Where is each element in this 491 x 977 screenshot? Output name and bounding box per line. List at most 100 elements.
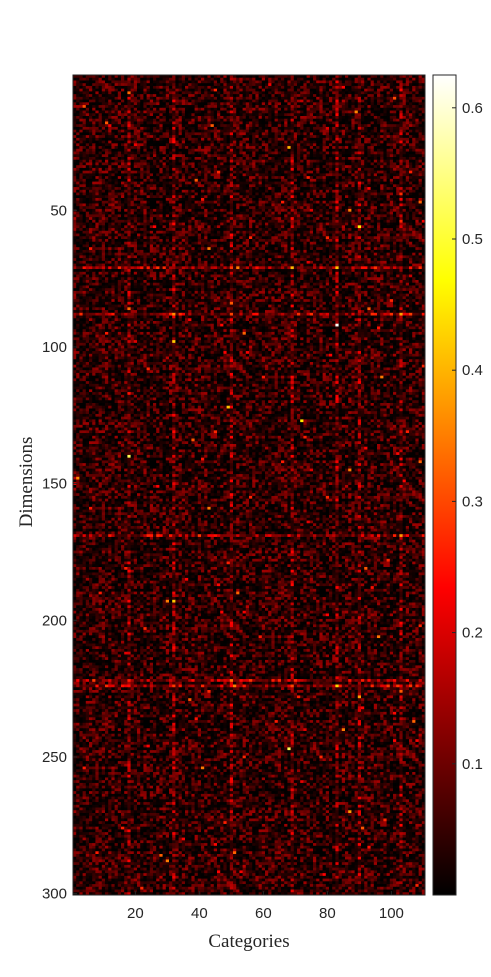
- heatmap-cell: [79, 108, 83, 111]
- heatmap-cell: [358, 121, 362, 124]
- heatmap-cell: [284, 146, 288, 149]
- heatmap-cell: [345, 78, 349, 81]
- heatmap-cell: [159, 105, 163, 108]
- heatmap-cell: [252, 97, 256, 100]
- heatmap-cell: [175, 86, 179, 89]
- heatmap-cell: [147, 135, 151, 138]
- heatmap-cell: [140, 102, 144, 105]
- heatmap-cell: [236, 130, 240, 133]
- heatmap-cell: [230, 105, 234, 108]
- heatmap-cell: [121, 132, 125, 135]
- heatmap-cell: [310, 124, 314, 127]
- heatmap-cell: [367, 108, 371, 111]
- heatmap-cell: [179, 143, 183, 146]
- heatmap-cell: [233, 143, 237, 146]
- heatmap-cell: [342, 132, 346, 135]
- heatmap-cell: [275, 111, 279, 114]
- heatmap-cell: [287, 127, 291, 130]
- heatmap-cell: [319, 91, 323, 94]
- heatmap-cell: [345, 157, 349, 160]
- heatmap-cell: [79, 143, 83, 146]
- heatmap-cell: [134, 113, 138, 116]
- heatmap-cell: [371, 135, 375, 138]
- heatmap-cell: [358, 116, 362, 119]
- heatmap-cell: [211, 83, 215, 86]
- heatmap-cell: [374, 100, 378, 103]
- heatmap-cell: [374, 157, 378, 160]
- heatmap-cell: [278, 143, 282, 146]
- heatmap-cell: [329, 116, 333, 119]
- heatmap-cell: [310, 157, 314, 160]
- heatmap-cell: [134, 149, 138, 152]
- heatmap-cell: [131, 91, 135, 94]
- heatmap-cell: [211, 105, 215, 108]
- heatmap-cell: [403, 80, 407, 83]
- heatmap-cell: [166, 83, 170, 86]
- heatmap-cell: [300, 149, 304, 152]
- heatmap-cell: [102, 78, 106, 81]
- heatmap-cell: [201, 143, 205, 146]
- heatmap-cell: [166, 157, 170, 160]
- heatmap-cell: [303, 83, 307, 86]
- heatmap-cell: [211, 127, 215, 130]
- heatmap-cell: [99, 80, 103, 83]
- heatmap-cell: [316, 157, 320, 160]
- heatmap-cell: [345, 86, 349, 89]
- heatmap-cell: [294, 154, 298, 157]
- heatmap-cell: [316, 143, 320, 146]
- heatmap-cell: [278, 160, 282, 163]
- heatmap-cell: [297, 80, 301, 83]
- heatmap-cell: [191, 80, 195, 83]
- heatmap-cell: [227, 138, 231, 141]
- heatmap-cell: [252, 160, 256, 163]
- heatmap-cell: [281, 157, 285, 160]
- heatmap-cell: [204, 149, 208, 152]
- heatmap-cell: [102, 132, 106, 135]
- heatmap-cell: [118, 138, 122, 141]
- heatmap-cell: [319, 143, 323, 146]
- heatmap-cell: [287, 132, 291, 135]
- heatmap-cell: [111, 80, 115, 83]
- heatmap-cell: [390, 157, 394, 160]
- heatmap-cell: [387, 89, 391, 92]
- heatmap-cell: [271, 152, 275, 155]
- heatmap-cell: [131, 94, 135, 97]
- heatmap-cell: [297, 111, 301, 114]
- heatmap-cell: [367, 157, 371, 160]
- heatmap-cell: [294, 157, 298, 160]
- heatmap-cell: [182, 124, 186, 127]
- heatmap-cell: [342, 113, 346, 116]
- heatmap-cell: [121, 102, 125, 105]
- heatmap-cell: [86, 102, 90, 105]
- heatmap-cell: [185, 78, 189, 81]
- heatmap-cell: [166, 91, 170, 94]
- heatmap-cell: [361, 146, 365, 149]
- heatmap-cell: [140, 157, 144, 160]
- heatmap-cell: [310, 97, 314, 100]
- heatmap-cell: [105, 160, 109, 163]
- heatmap-cell: [169, 94, 173, 97]
- heatmap-cell: [127, 135, 131, 138]
- heatmap-cell: [313, 132, 317, 135]
- heatmap-cell: [131, 135, 135, 138]
- heatmap-cell: [252, 100, 256, 103]
- heatmap-cell: [332, 124, 336, 127]
- heatmap-cell: [287, 111, 291, 114]
- heatmap-cell: [412, 78, 416, 81]
- heatmap-cell: [86, 108, 90, 111]
- heatmap-cell: [185, 97, 189, 100]
- heatmap-cell: [249, 127, 253, 130]
- heatmap-cell: [147, 141, 151, 144]
- heatmap-cell: [230, 80, 234, 83]
- heatmap-cell: [79, 154, 83, 157]
- heatmap-cell: [217, 149, 221, 152]
- heatmap-cell: [121, 146, 125, 149]
- heatmap-cell: [300, 113, 304, 116]
- heatmap-cell: [79, 116, 83, 119]
- heatmap-cell: [179, 113, 183, 116]
- heatmap-cell: [303, 127, 307, 130]
- heatmap-cell: [271, 91, 275, 94]
- heatmap-cell: [134, 89, 138, 92]
- heatmap-cell: [150, 152, 154, 155]
- heatmap-cell: [339, 119, 343, 122]
